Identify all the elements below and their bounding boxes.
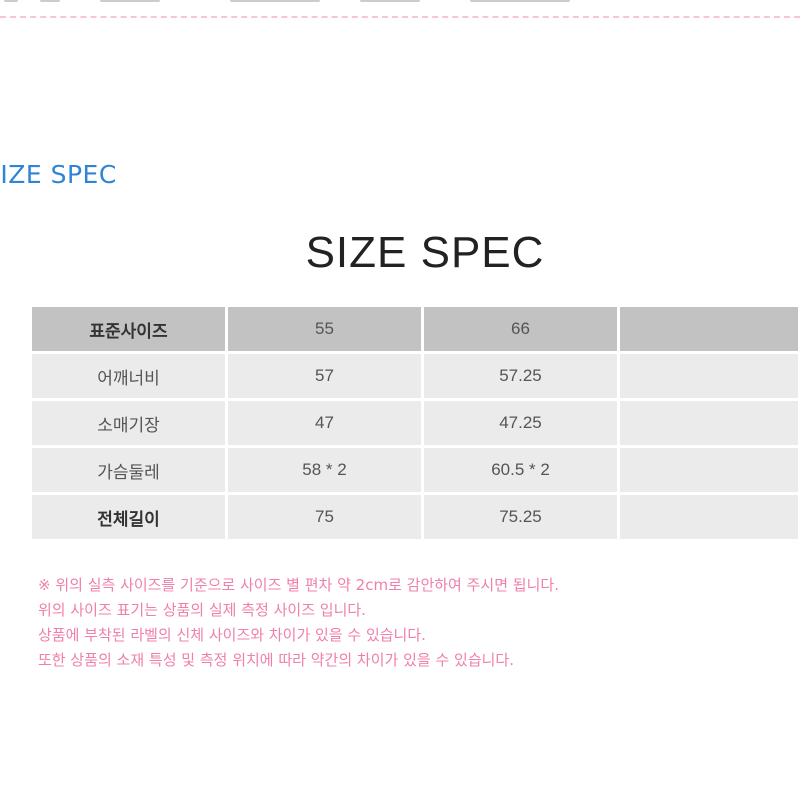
- row-label: 소매기장: [32, 401, 225, 445]
- table-cell: 57: [228, 354, 421, 398]
- header-cell: 표준사이즈: [32, 307, 225, 351]
- table-cell: [620, 448, 798, 492]
- table-row: 어깨너비 57 57.25: [32, 354, 798, 398]
- table-cell: 58 * 2: [228, 448, 421, 492]
- table-row: 가슴둘레 58 * 2 60.5 * 2: [32, 448, 798, 492]
- header-cell: 66: [424, 307, 617, 351]
- note-line: 위의 사이즈 표기는 상품의 실제 측정 사이즈 입니다.: [38, 601, 366, 619]
- size-table: 표준사이즈 55 66 어깨너비 57 57.25 소매기장 47 47.25 …: [29, 304, 800, 542]
- dashed-divider: [0, 16, 800, 18]
- cut-off-text-line: [0, 0, 800, 6]
- row-label: 어깨너비: [32, 354, 225, 398]
- table-row: 전체길이 75 75.25: [32, 495, 798, 539]
- table-cell: [620, 495, 798, 539]
- table-cell: 47: [228, 401, 421, 445]
- table-cell: 75: [228, 495, 421, 539]
- table-cell: 57.25: [424, 354, 617, 398]
- page-title: SIZE SPEC: [305, 228, 545, 277]
- table-cell: [620, 354, 798, 398]
- table-cell: 47.25: [424, 401, 617, 445]
- table-cell: 60.5 * 2: [424, 448, 617, 492]
- header-cell: 55: [228, 307, 421, 351]
- size-notes: ※ 위의 실측 사이즈를 기준으로 사이즈 별 편차 약 2cm로 감안하여 주…: [38, 573, 559, 673]
- row-label: 전체길이: [32, 495, 225, 539]
- table-row: 소매기장 47 47.25: [32, 401, 798, 445]
- note-line: 상품에 부착된 라벨의 신체 사이즈와 차이가 있을 수 있습니다.: [38, 626, 426, 644]
- header-cell: [620, 307, 798, 351]
- table-cell: 75.25: [424, 495, 617, 539]
- table-header-row: 표준사이즈 55 66: [32, 307, 798, 351]
- note-line: 또한 상품의 소재 특성 및 측정 위치에 따라 약간의 차이가 있을 수 있습…: [38, 651, 514, 669]
- section-label: SIZE SPEC: [0, 160, 117, 189]
- table-cell: [620, 401, 798, 445]
- note-line: ※ 위의 실측 사이즈를 기준으로 사이즈 별 편차 약 2cm로 감안하여 주…: [38, 576, 559, 594]
- row-label: 가슴둘레: [32, 448, 225, 492]
